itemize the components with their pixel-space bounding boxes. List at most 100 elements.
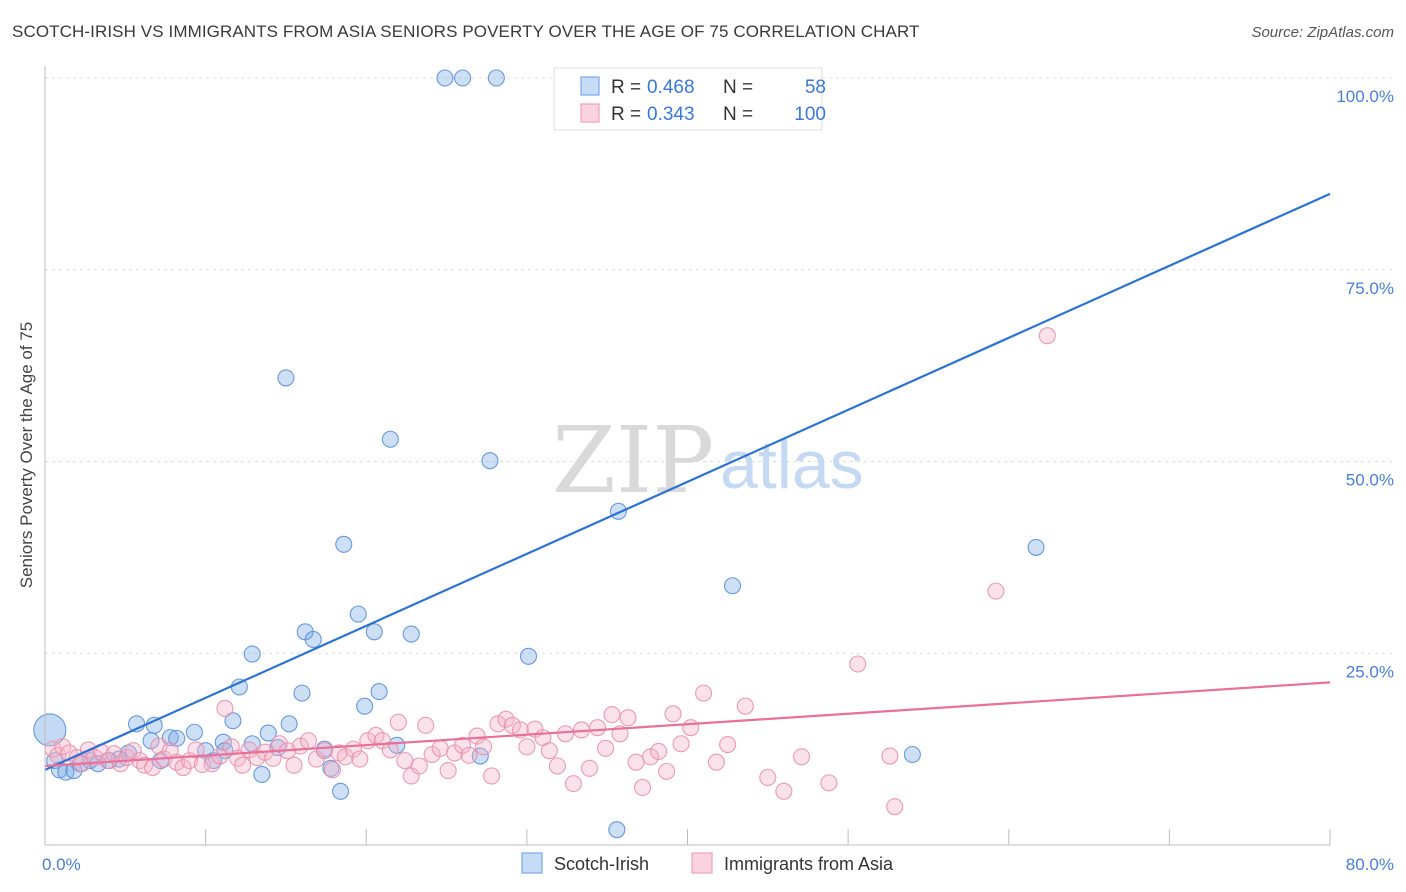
bottom-legend-label-scotch-irish: Scotch-Irish xyxy=(554,854,649,874)
data-point xyxy=(436,69,454,87)
data-point xyxy=(548,757,566,775)
watermark-atlas: atlas xyxy=(720,427,864,503)
legend-n-label: N = xyxy=(723,77,753,98)
series-immigrants-from-asia xyxy=(44,327,1056,816)
legend-r-value: 0.343 xyxy=(647,104,695,125)
data-point xyxy=(216,699,234,718)
y-tick-label: 100.0% xyxy=(1336,87,1394,106)
data-point xyxy=(124,742,142,760)
data-point xyxy=(603,706,621,724)
data-point xyxy=(556,725,574,743)
data-point xyxy=(820,774,838,792)
data-point xyxy=(775,782,793,800)
data-point xyxy=(460,746,478,764)
data-point xyxy=(489,715,507,733)
watermark: ZIP atlas xyxy=(552,407,864,514)
data-point xyxy=(518,738,536,756)
data-point xyxy=(356,697,374,715)
bottom-legend-label-immigrants-asia: Immigrants from Asia xyxy=(724,854,894,874)
bottom-legend-swatch-scotch-irish xyxy=(521,852,543,874)
data-point xyxy=(381,430,399,448)
legend-n-value: 100 xyxy=(794,104,826,125)
y-tick-label: 75.0% xyxy=(1346,279,1394,298)
data-point xyxy=(259,724,277,742)
trend-layer xyxy=(44,192,1331,771)
data-point xyxy=(736,697,754,715)
data-point xyxy=(293,684,311,702)
data-point xyxy=(1027,538,1045,556)
data-point xyxy=(454,736,472,754)
data-point xyxy=(33,713,67,747)
data-point xyxy=(335,535,353,553)
data-point xyxy=(849,655,867,673)
bottom-legend: Scotch-Irish Immigrants from Asia xyxy=(521,852,894,874)
data-point xyxy=(323,761,342,779)
data-point xyxy=(150,737,168,755)
source-credit: Source: ZipAtlas.com xyxy=(1251,24,1394,41)
data-point xyxy=(588,719,607,737)
data-point xyxy=(474,738,493,756)
data-point xyxy=(253,765,271,783)
trend-line-scotch-irish xyxy=(44,192,1331,771)
data-point xyxy=(682,719,700,737)
data-point xyxy=(349,605,367,623)
points-layer xyxy=(33,69,1056,839)
data-point xyxy=(658,762,676,780)
data-point xyxy=(410,757,428,775)
data-point xyxy=(608,821,626,839)
data-point xyxy=(331,782,350,800)
data-point xyxy=(1038,327,1056,345)
legend-n-label: N = xyxy=(723,104,753,125)
data-point xyxy=(482,767,501,785)
data-point xyxy=(487,69,505,87)
legend-box: R = 0.468 N = 58 R = 0.343 N = 100 xyxy=(553,67,826,131)
data-point xyxy=(481,452,499,470)
data-point xyxy=(402,625,420,643)
data-point xyxy=(454,69,472,87)
data-point xyxy=(695,684,713,702)
data-point xyxy=(111,755,130,773)
data-point xyxy=(174,758,192,777)
data-point xyxy=(370,683,388,701)
data-point xyxy=(719,735,737,754)
data-point xyxy=(903,745,921,764)
data-point xyxy=(224,712,242,730)
data-point xyxy=(580,759,599,777)
data-point xyxy=(185,723,203,741)
data-point xyxy=(264,749,282,767)
data-point xyxy=(564,775,583,793)
data-point xyxy=(234,756,252,774)
data-point xyxy=(633,778,652,797)
x-tick-label: 80.0% xyxy=(1346,855,1394,874)
legend-n-value: 58 xyxy=(805,77,826,98)
data-point xyxy=(214,733,232,751)
legend-r-label: R = xyxy=(611,104,641,125)
y-tick-label: 25.0% xyxy=(1346,662,1394,681)
data-point xyxy=(299,732,317,750)
data-point xyxy=(277,369,295,387)
data-point xyxy=(672,735,690,753)
y-axis-label: Seniors Poverty Over the Age of 75 xyxy=(17,322,36,588)
data-point xyxy=(519,647,538,665)
chart-title: SCOTCH-IRISH VS IMMIGRANTS FROM ASIA SEN… xyxy=(12,22,920,41)
data-point xyxy=(707,753,725,771)
data-point xyxy=(187,741,205,759)
legend-r-label: R = xyxy=(611,77,641,98)
data-point xyxy=(439,762,457,780)
data-point xyxy=(468,727,486,745)
data-point xyxy=(987,582,1005,600)
data-point xyxy=(497,710,515,728)
trend-line-immigrants-from-asia xyxy=(44,681,1331,768)
data-point xyxy=(597,739,615,757)
data-point xyxy=(881,747,899,765)
data-point xyxy=(627,753,645,771)
x-tick-label: 0.0% xyxy=(42,855,81,874)
data-point xyxy=(540,742,558,760)
legend-swatch-immigrants-asia xyxy=(580,103,600,123)
grid-layer xyxy=(45,77,1395,654)
data-point xyxy=(759,768,777,787)
data-point xyxy=(351,750,369,768)
data-point xyxy=(396,752,414,770)
axis-layer: 25.0% 50.0% 75.0% 100.0% 0.0% 80.0% xyxy=(42,66,1394,874)
